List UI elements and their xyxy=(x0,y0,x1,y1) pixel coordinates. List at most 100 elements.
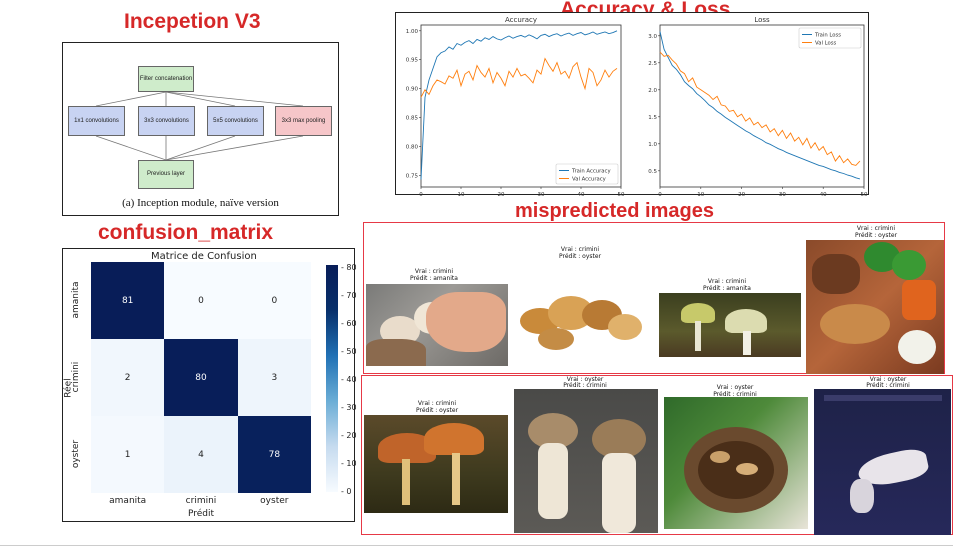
mispredicted-8-true: Vrai : oyster xyxy=(869,376,907,383)
loss-ytick-label: 2.5 xyxy=(648,61,657,67)
cm-ytick-label: oyster xyxy=(71,439,81,468)
cm-cell-amanita-crimini: 0 xyxy=(164,262,238,339)
mispredicted-7-pred: Prédit : crimini xyxy=(713,391,757,398)
accuracy-xtick-label: 50 xyxy=(618,192,625,196)
colorbar-tick-label: - 80 xyxy=(341,262,357,272)
accuracy-legend-label: Val Accuracy xyxy=(572,177,606,183)
loss-xtick-label: 0 xyxy=(658,192,662,196)
colorbar-tick-label: - 10 xyxy=(341,458,357,468)
accuracy-ytick-label: 0.80 xyxy=(406,145,419,151)
mispredicted-title: mispredicted images xyxy=(515,200,714,222)
mispredicted-3-image xyxy=(659,293,801,357)
cm-cell-oyster-amanita: 1 xyxy=(91,416,165,493)
mispredicted-2-true: Vrai : crimini xyxy=(560,246,600,253)
mispredicted-4-true: Vrai : crimini xyxy=(856,225,896,232)
accuracy-ytick-label: 0.85 xyxy=(406,116,419,122)
inception-arrows xyxy=(95,91,304,161)
loss-xtick-label: 30 xyxy=(779,192,786,196)
cm-xtick-label: crimini xyxy=(185,496,217,506)
mispredicted-5-true: Vrai : crimini xyxy=(417,400,457,407)
confusion-matrix-panel: Matrice de Confusion 81 0 0 2 80 3 1 4 78 - 0- 1… xyxy=(62,248,357,522)
confusion-matrix-grid: 81 0 0 2 80 3 1 4 78 xyxy=(91,262,311,493)
accuracy-ytick-label: 0.90 xyxy=(406,87,419,93)
inception-caption: (a) Inception module, naïve version xyxy=(122,197,279,209)
confusion-matrix-xlabel: Prédit xyxy=(188,509,215,519)
loss-ytick-label: 3.0 xyxy=(648,34,657,40)
mispredicted-2-image xyxy=(512,288,652,360)
mispredicted-7-true: Vrai : oyster xyxy=(716,384,754,391)
mispredicted-7-image xyxy=(664,397,808,529)
mispredicted-6-image xyxy=(514,389,658,533)
conv-5x5-box: 5x5 convolutions xyxy=(207,106,264,136)
accuracy-series-train-line xyxy=(420,30,618,180)
colorbar-tick-label: - 70 xyxy=(341,290,357,300)
loss-series-train-line xyxy=(659,31,861,180)
cm-cell-crimini-crimini: 80 xyxy=(164,339,238,416)
filter-concatenation-box: Filter concatenation xyxy=(138,66,194,92)
loss-title: Loss xyxy=(754,16,770,24)
colorbar-tick-label: - 30 xyxy=(341,402,357,412)
mispredicted-5-pred: Prédit : oyster xyxy=(415,407,459,414)
loss-series-val-line xyxy=(659,51,861,166)
max-pooling-box: 3x3 max pooling xyxy=(275,106,332,136)
confusion-matrix-title: confusion_matrix xyxy=(98,221,274,244)
accuracy-xtick-label: 0 xyxy=(419,192,423,196)
conv-3x3-box: 3x3 convolutions xyxy=(138,106,195,136)
inception-diagram: Filter concatenation 1x1 convolutions 3x… xyxy=(62,42,339,216)
accuracy-axes xyxy=(420,24,622,188)
colorbar-ticks: - 0 - 10 - 20 - 30 - 40 - 50 - 60 - 70 - 80 xyxy=(340,262,357,496)
loss-chart: Loss 0 10 20 30 40 50 0.5 1.0 1.5 2.0 2.5 3.0 Train L… xyxy=(648,16,868,196)
confusion-matrix-chart-title: Matrice de Confusion xyxy=(151,251,257,262)
cm-cell-oyster-crimini: 4 xyxy=(164,416,238,493)
mispredicted-5-image xyxy=(364,415,508,513)
colorbar-tick-label: - 50 xyxy=(341,346,357,356)
bottom-separator xyxy=(0,545,953,546)
accuracy-series-val-line xyxy=(420,57,618,98)
loss-xtick-label: 40 xyxy=(820,192,827,196)
mispredicted-row-1: Vrai : crimini Prédit : amanita Vrai : c… xyxy=(363,222,945,374)
accuracy-ytick-label: 1.00 xyxy=(406,29,419,35)
loss-xtick-label: 50 xyxy=(861,192,868,196)
loss-ytick-label: 0.5 xyxy=(648,169,657,175)
loss-ytick-label: 1.0 xyxy=(648,142,657,148)
mispredicted-1-image xyxy=(366,284,508,366)
accuracy-xtick-label: 20 xyxy=(498,192,505,196)
cm-cell-amanita-amanita: 81 xyxy=(91,262,165,339)
loss-xtick-label: 20 xyxy=(738,192,745,196)
loss-axes xyxy=(659,24,865,188)
mispredicted-4-image xyxy=(806,240,944,374)
loss-legend xyxy=(798,27,862,49)
mispredicted-6-pred: Prédit : crimini xyxy=(563,382,607,389)
cm-cell-amanita-oyster: 0 xyxy=(237,262,311,339)
confusion-matrix-ylabel: Réel xyxy=(63,378,74,398)
cm-xtick-label: amanita xyxy=(109,496,147,506)
colorbar-tick-label: - 0 xyxy=(341,487,352,496)
mispredicted-8-image xyxy=(814,389,951,535)
accuracy-legend-label: Train Accuracy xyxy=(571,169,611,175)
conv-1x1-box: 1x1 convolutions xyxy=(68,106,125,136)
cm-cell-crimini-oyster: 3 xyxy=(237,339,311,416)
loss-ytick-label: 1.5 xyxy=(648,115,657,121)
accuracy-loss-panel: Accuracy 0 10 20 30 40 50 0.75 0.80 0.85 0.90 0.95 1… xyxy=(395,12,869,196)
loss-ytick-label: 2.0 xyxy=(648,88,657,94)
cm-cell-oyster-oyster: 78 xyxy=(237,416,311,493)
mispredicted-3-true: Vrai : crimini xyxy=(707,278,747,285)
cm-cell-crimini-amanita: 2 xyxy=(91,339,165,416)
mispredicted-8-pred: Prédit : crimini xyxy=(866,382,910,389)
colorbar-tick-label: - 20 xyxy=(341,430,357,440)
mispredicted-2-pred: Prédit : oyster xyxy=(558,253,602,260)
accuracy-xtick-label: 10 xyxy=(458,192,465,196)
colorbar-tick-label: - 40 xyxy=(341,374,357,384)
accuracy-xtick-label: 40 xyxy=(578,192,585,196)
mispredicted-6-true: Vrai : oyster xyxy=(566,376,604,383)
loss-legend-label: Train Loss xyxy=(814,33,841,39)
mispredicted-1-pred: Prédit : amanita xyxy=(410,275,458,282)
accuracy-chart: Accuracy 0 10 20 30 40 50 0.75 0.80 0.85 0.90 0.95 1… xyxy=(406,16,625,196)
accuracy-legend xyxy=(555,163,619,185)
accuracy-xtick-label: 30 xyxy=(538,192,545,196)
accuracy-ytick-label: 0.95 xyxy=(406,58,419,64)
mispredicted-3-pred: Prédit : amanita xyxy=(703,285,751,292)
loss-legend-label: Val Loss xyxy=(815,41,836,47)
accuracy-ytick-label: 0.75 xyxy=(406,173,419,179)
mispredicted-1-true: Vrai : crimini xyxy=(414,268,454,275)
